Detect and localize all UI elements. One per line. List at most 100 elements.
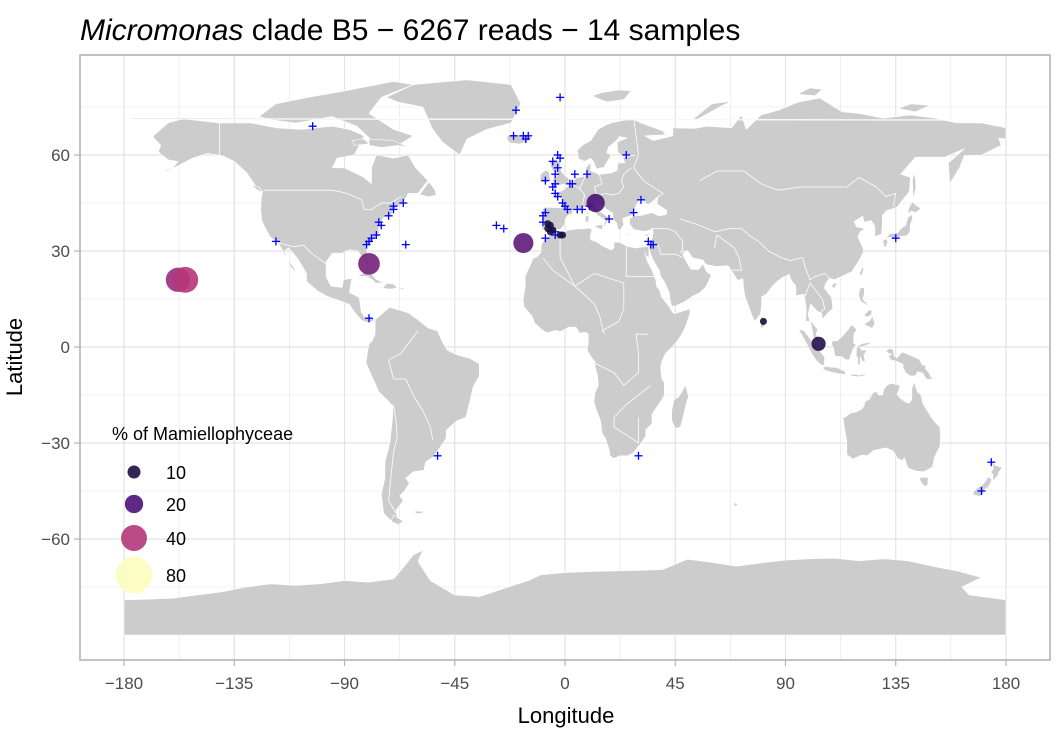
land-southampton — [351, 138, 370, 146]
x-tick-label: −45 — [440, 674, 469, 693]
sample-bubble — [358, 252, 380, 275]
station-cross — [605, 215, 614, 223]
land-africa — [522, 227, 691, 459]
x-tick-label: 45 — [666, 674, 685, 693]
x-tick-label: −135 — [215, 674, 253, 693]
land-antarctica — [123, 549, 1007, 636]
station-cross — [622, 151, 631, 159]
country-border — [633, 116, 664, 197]
station-cross — [578, 205, 587, 214]
x-tick-label: 90 — [776, 674, 795, 693]
land-hispaniola — [382, 282, 398, 290]
legend: % of Mamiellophyceae 10 20 40 80 — [112, 424, 293, 594]
chart-title: Micromonas clade B5 − 6267 reads − 14 sa… — [80, 14, 740, 48]
station-cross — [509, 131, 518, 140]
sample-bubble — [513, 232, 534, 254]
land-south-america — [365, 306, 480, 524]
country-border — [388, 404, 398, 514]
land-sicily — [595, 224, 604, 230]
country-border — [657, 244, 683, 258]
station-cross — [583, 170, 592, 179]
country-border — [680, 218, 803, 262]
station-cross — [492, 221, 501, 230]
y-axis-title: Latitude — [2, 318, 27, 396]
country-border — [594, 333, 649, 386]
station-cross — [433, 451, 442, 460]
country-border — [570, 183, 585, 207]
station-cross — [521, 135, 530, 143]
land-new-guinea — [885, 347, 933, 380]
sample-bubbles — [165, 193, 826, 351]
station-cross — [541, 176, 550, 185]
country-border — [714, 234, 742, 271]
land-australia — [842, 381, 941, 473]
station-cross — [271, 237, 280, 246]
country-border — [579, 172, 588, 189]
country-border — [278, 242, 327, 265]
legend-title: % of Mamiellophyceae — [112, 424, 293, 444]
y-tick-label: 0 — [61, 338, 70, 357]
land-sardinia — [584, 215, 590, 223]
station-cross — [399, 199, 408, 207]
land-severnaya — [797, 87, 823, 97]
legend-key — [127, 465, 141, 479]
station-cross — [553, 163, 562, 172]
title-rest: clade B5 − 6267 reads − 14 samples — [243, 14, 741, 47]
station-cross — [570, 170, 579, 179]
land-kerguelen — [733, 502, 739, 507]
sample-bubble — [549, 226, 557, 234]
station-cross — [568, 179, 577, 188]
legend-label: 40 — [166, 529, 186, 549]
station-cross — [377, 221, 386, 230]
land-vancouver — [249, 184, 264, 193]
station-cross — [538, 211, 547, 220]
station-cross — [401, 240, 410, 249]
legend-label: 80 — [166, 566, 186, 586]
station-cross — [365, 314, 373, 323]
country-border — [559, 235, 605, 335]
station-cross — [551, 170, 560, 179]
country-border — [699, 170, 897, 207]
land-timor — [868, 373, 878, 380]
country-border — [804, 282, 826, 314]
station-crosses — [271, 93, 996, 495]
land-sumatra — [798, 329, 826, 366]
station-cross — [389, 202, 398, 211]
legend-label: 10 — [166, 463, 186, 483]
land-taiwan — [859, 266, 865, 277]
land-baffin-south — [368, 138, 409, 148]
station-cross — [634, 451, 643, 460]
land-madagascar — [671, 385, 689, 429]
land-newfoundland — [419, 181, 437, 198]
country-border — [263, 189, 402, 210]
country-border — [650, 228, 683, 251]
land-cyprus — [643, 232, 651, 237]
sample-bubble — [544, 220, 552, 228]
x-tick-label: −90 — [330, 674, 359, 693]
sample-bubble — [811, 336, 826, 351]
land-crete — [622, 233, 630, 236]
country-border — [594, 167, 632, 196]
station-cross — [629, 208, 638, 217]
sample-bubble — [559, 231, 567, 239]
station-cross — [987, 458, 996, 467]
sample-bubble — [586, 193, 605, 213]
land-borneo — [831, 324, 858, 361]
land-tasmania — [918, 476, 929, 487]
station-cross — [636, 195, 645, 204]
country-border — [802, 257, 830, 281]
land-visayas — [863, 309, 873, 318]
y-tick-label: −60 — [41, 530, 70, 549]
x-axis-title: Longitude — [518, 703, 615, 728]
station-cross — [512, 106, 520, 115]
legend-label: 20 — [166, 495, 186, 515]
legend-key — [121, 525, 147, 551]
land-sakhalin — [912, 172, 917, 201]
land-puerto-rico — [400, 287, 405, 290]
land-new-siberian — [897, 103, 931, 113]
x-tick-label: 0 — [560, 674, 569, 693]
y-tick-label: 30 — [51, 242, 70, 261]
land-lesser-sunda — [846, 373, 867, 378]
land-tierra-del-fuego — [390, 514, 404, 525]
country-border — [613, 385, 652, 444]
